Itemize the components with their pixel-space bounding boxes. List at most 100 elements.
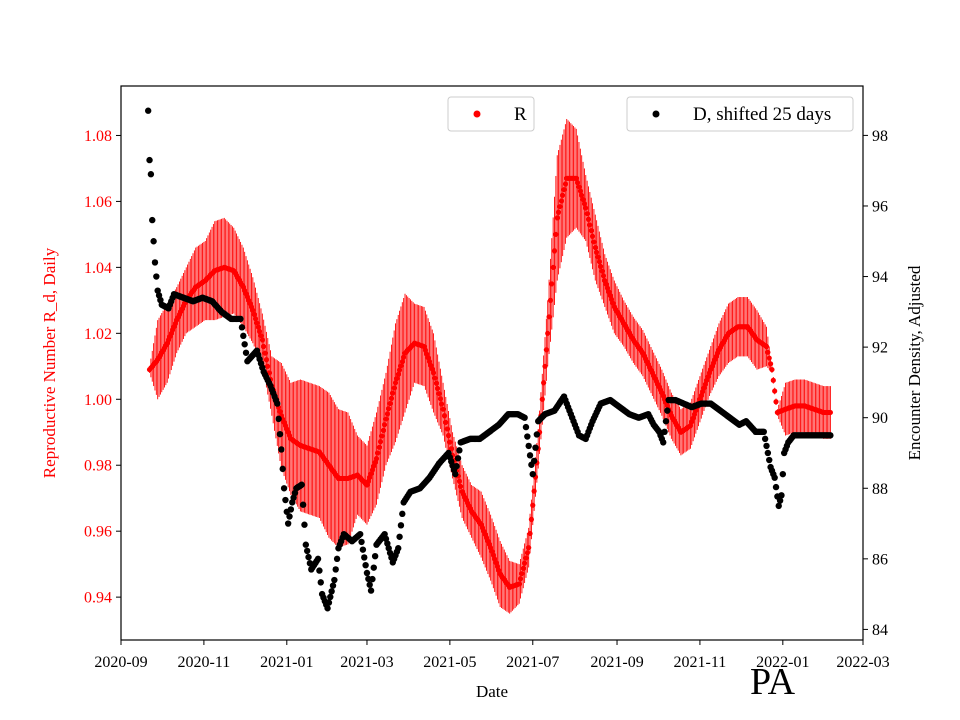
r-point	[445, 432, 452, 439]
legend-r-box	[447, 96, 535, 132]
r-point	[443, 419, 449, 425]
d-point	[316, 567, 323, 574]
r-point	[261, 343, 267, 350]
r-point	[589, 233, 596, 239]
d-point	[764, 449, 772, 457]
r-point	[557, 203, 563, 210]
r-point	[770, 377, 776, 383]
d-point	[242, 349, 250, 356]
r-point	[561, 187, 567, 193]
d-point	[371, 552, 379, 560]
d-point	[530, 457, 538, 465]
y-right-tick-label: 92	[872, 340, 888, 357]
d-point	[399, 510, 406, 518]
r-point	[373, 456, 380, 462]
r-point	[401, 354, 407, 360]
r-point	[439, 401, 445, 407]
r-point	[456, 478, 462, 484]
d-point	[146, 156, 153, 164]
x-tick-label: 2022-03	[836, 654, 889, 671]
r-point	[440, 406, 446, 412]
d-point	[280, 485, 288, 492]
r-point	[386, 406, 392, 412]
d-point	[279, 465, 286, 473]
d-point	[303, 547, 311, 555]
d-point	[521, 414, 528, 421]
d-point	[761, 435, 769, 443]
r-point	[388, 395, 395, 401]
r-point	[375, 450, 381, 456]
r-point	[399, 358, 405, 365]
legend-d-box	[626, 96, 854, 132]
y-right-tick-label: 86	[872, 551, 888, 568]
r-point	[575, 179, 581, 186]
r-point	[524, 550, 530, 556]
r-point	[395, 371, 401, 377]
r-point	[265, 363, 271, 369]
d-point	[302, 541, 310, 548]
r-point	[581, 201, 588, 207]
d-point	[363, 569, 371, 577]
y-left-tick-label: 0.96	[84, 524, 112, 541]
d-point	[237, 315, 244, 323]
r-point	[391, 385, 397, 391]
y-axis-left-title: Reproductive Number R_d, Daily	[40, 247, 59, 478]
d-point	[147, 171, 155, 178]
r-point	[772, 388, 778, 394]
d-point	[331, 576, 338, 584]
r-point	[542, 363, 548, 369]
x-tick-label: 2021-05	[423, 654, 476, 671]
d-point	[324, 605, 331, 612]
d-point	[305, 553, 312, 561]
r-point	[435, 385, 441, 392]
r-point	[550, 264, 556, 270]
r-point	[458, 483, 464, 490]
r-point	[398, 363, 404, 369]
r-point	[444, 426, 450, 432]
y-axis-right-title: Encounter Density, Adjusted	[905, 265, 924, 460]
d-point	[662, 418, 670, 425]
d-point	[664, 407, 671, 414]
d-point	[766, 456, 773, 464]
r-point	[769, 366, 775, 373]
d-point	[454, 455, 462, 462]
r-point	[594, 249, 600, 255]
r-point	[763, 343, 770, 350]
r-point	[432, 375, 438, 381]
r-point	[555, 209, 562, 215]
r-point	[396, 367, 403, 373]
y-left-tick-label: 1.02	[84, 326, 112, 343]
r-point	[587, 222, 593, 228]
d-point	[238, 324, 246, 331]
r-point	[522, 560, 528, 566]
r-point	[767, 361, 774, 367]
state-label: PA	[750, 661, 796, 703]
d-point	[144, 107, 152, 114]
y-right-tick-label: 88	[872, 481, 888, 498]
d-point	[150, 238, 157, 245]
r-point	[551, 248, 558, 254]
r-point	[380, 427, 386, 433]
r-point	[580, 196, 586, 203]
x-tick-label: 2021-07	[506, 654, 559, 671]
d-point	[359, 546, 367, 553]
d-point	[526, 452, 534, 459]
y-left-tick-label: 1.04	[84, 260, 112, 277]
r-point	[599, 268, 605, 274]
legend-r: R	[447, 96, 535, 132]
r-point	[383, 416, 389, 422]
r-point	[562, 181, 568, 187]
r-point	[583, 205, 589, 211]
d-point	[395, 545, 402, 552]
d-point	[356, 530, 364, 538]
x-tick-label: 2021-11	[674, 654, 727, 671]
d-point	[772, 483, 780, 491]
d-point	[278, 446, 285, 453]
d-point	[776, 497, 784, 504]
r-point	[516, 581, 522, 587]
d-point	[298, 481, 305, 488]
d-point	[325, 599, 333, 606]
y-left-tick-label: 1.08	[84, 128, 112, 145]
r-point	[766, 355, 772, 361]
d-point	[358, 538, 365, 546]
